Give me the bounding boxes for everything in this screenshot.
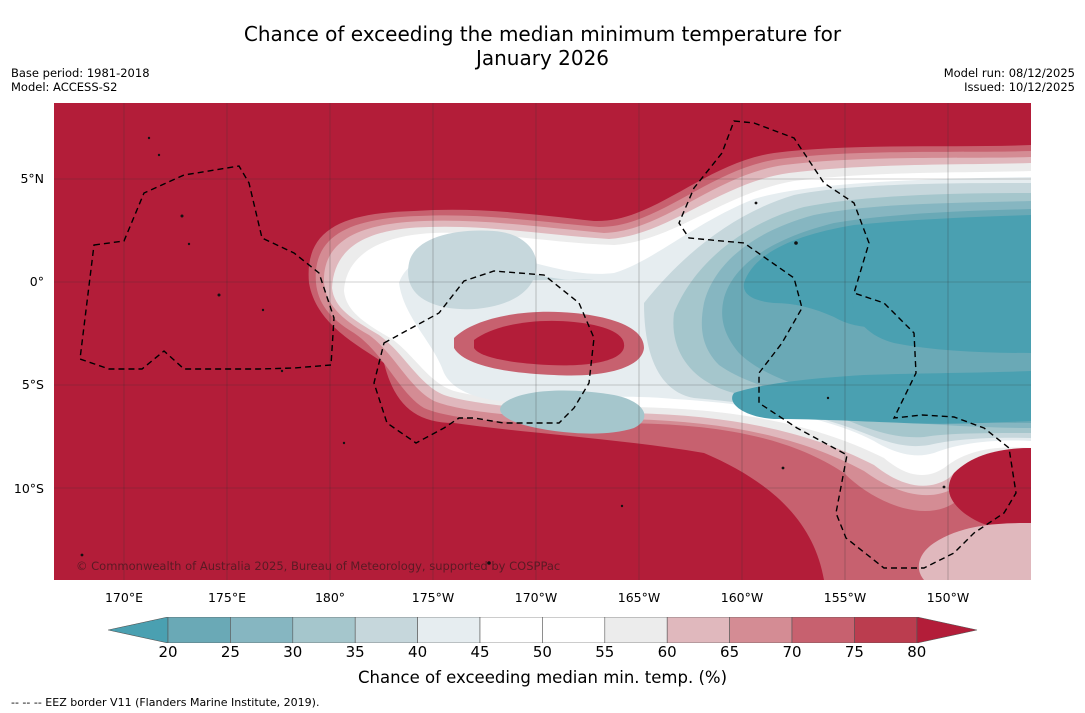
lon-label-160w: 160°W [720, 590, 764, 605]
colorbar-segment [791, 616, 855, 644]
lon-label-150w: 150°W [926, 590, 970, 605]
model-name: Model: ACCESS-S2 [11, 80, 118, 94]
colorbar-tick-label: 40 [408, 643, 428, 661]
island-dot [261, 308, 265, 312]
colorbar-segment [292, 616, 356, 644]
warm-core-inner [474, 320, 625, 366]
lon-label-180: 180° [314, 590, 346, 605]
contour-below-20-east [851, 263, 1031, 353]
eez-borders [79, 120, 1017, 569]
colorbar-tick-label: 50 [532, 643, 552, 661]
warm-patch-south [918, 523, 1031, 580]
contour-below-20-south [732, 371, 1031, 424]
lat-label-0: 0° [29, 274, 44, 289]
warm-lobe-southeast [948, 448, 1031, 529]
colorbar-over-arrow [916, 616, 978, 644]
colorbar-tick-label: 20 [158, 643, 178, 661]
meta-left: Base period: 1981-2018 Model: ACCESS-S2 [11, 66, 150, 94]
colorbar-tick-label: 65 [720, 643, 740, 661]
lat-label-10s: 10°S [13, 481, 44, 496]
island-dot [280, 369, 284, 373]
copyright-text: © Commonwealth of Australia 2025, Bureau… [76, 559, 560, 573]
colorbar-svg [107, 616, 978, 644]
contour-35-west [408, 230, 537, 310]
colorbar-tick-label: 35 [345, 643, 365, 661]
probability-map: © Commonwealth of Australia 2025, Bureau… [54, 103, 1031, 580]
colorbar-tick-label: 75 [844, 643, 864, 661]
colorbar-label: Chance of exceeding median min. temp. (%… [357, 668, 728, 687]
lon-label-175e: 175°E [207, 590, 246, 605]
island-dot [147, 136, 151, 140]
probability-contours [308, 145, 1031, 580]
base-period: Base period: 1981-2018 [11, 66, 150, 80]
colorbar-segment [230, 616, 294, 644]
colorbar-segment [542, 616, 606, 644]
eez-kiribati-gilbert [79, 165, 335, 370]
colorbar-segments [167, 616, 918, 644]
island-dot [187, 242, 191, 246]
colorbar-tick-label: 70 [782, 643, 802, 661]
colorbar-segment [167, 616, 231, 644]
colorbar-tick-label: 30 [283, 643, 303, 661]
lat-label-5n: 5°N [20, 171, 44, 186]
meta-right: Model run: 08/12/2025 Issued: 10/12/2025 [944, 66, 1075, 94]
lon-label-170w: 170°W [514, 590, 558, 605]
colorbar-tick-label: 25 [220, 643, 240, 661]
island-dot [754, 201, 758, 205]
island-dot [80, 553, 84, 557]
model-run: Model run: 08/12/2025 [943, 66, 1075, 80]
eez-phoenix [373, 270, 595, 444]
island-dot [620, 504, 624, 508]
island-dot [942, 485, 946, 489]
map-svg: © Commonwealth of Australia 2025, Bureau… [54, 103, 1031, 580]
colorbar-segment [729, 616, 793, 644]
island-dot [826, 396, 830, 400]
island-dot [781, 466, 785, 470]
colorbar-segment [854, 616, 918, 644]
title-line-2: January 2026 [475, 46, 610, 70]
lon-label-170e: 170°E [104, 590, 143, 605]
island-dot [217, 293, 221, 297]
colorbar-tick-label: 45 [470, 643, 490, 661]
map-title: Chance of exceeding the median minimum t… [0, 22, 1085, 70]
colorbar-segment [604, 616, 668, 644]
island-dot [794, 241, 798, 245]
colorbar-under-arrow [107, 616, 169, 644]
colorbar-segment [479, 616, 543, 644]
contour-30-south [500, 390, 645, 434]
colorbar-segment [417, 616, 481, 644]
title-line-1: Chance of exceeding the median minimum t… [243, 22, 842, 46]
island-dot [342, 441, 346, 445]
colorbar-segment [354, 616, 418, 644]
colorbar-tick-label: 55 [595, 643, 615, 661]
colorbar [107, 616, 978, 647]
island-dot [180, 214, 184, 218]
lon-label-165w: 165°W [617, 590, 661, 605]
eez-line-islands [678, 120, 1017, 569]
colorbar-tick-label: 60 [657, 643, 677, 661]
lon-label-175w: 175°W [411, 590, 455, 605]
lon-label-155w: 155°W [823, 590, 867, 605]
islands [80, 136, 946, 565]
issued-date: Issued: 10/12/2025 [964, 80, 1075, 94]
colorbar-segment [666, 616, 730, 644]
graticule [54, 103, 1031, 580]
eez-footnote: -- -- -- EEZ border V11 (Flanders Marine… [11, 696, 320, 709]
lat-label-5s: 5°S [21, 377, 44, 392]
island-dot [157, 153, 161, 157]
island-dot [487, 561, 491, 565]
colorbar-tick-label: 80 [907, 643, 927, 661]
